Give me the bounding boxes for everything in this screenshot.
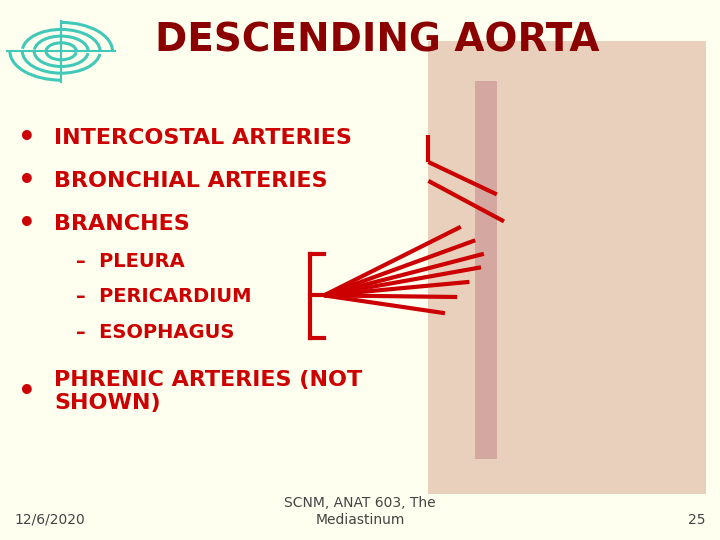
- Text: •: •: [18, 167, 36, 195]
- Text: •: •: [18, 210, 36, 238]
- Text: DESCENDING AORTA: DESCENDING AORTA: [155, 22, 599, 59]
- Text: 12/6/2020: 12/6/2020: [14, 512, 85, 526]
- Text: SCNM, ANAT 603, The
Mediastinum: SCNM, ANAT 603, The Mediastinum: [284, 496, 436, 526]
- Bar: [428, 40, 706, 494]
- Text: PHRENIC ARTERIES (NOT
SHOWN): PHRENIC ARTERIES (NOT SHOWN): [54, 370, 362, 413]
- Text: BRONCHIAL ARTERIES: BRONCHIAL ARTERIES: [54, 171, 328, 191]
- Text: INTERCOSTAL ARTERIES: INTERCOSTAL ARTERIES: [54, 127, 352, 148]
- Bar: [475, 81, 497, 459]
- Text: –  PLEURA: – PLEURA: [76, 252, 184, 272]
- Text: –  ESOPHAGUS: – ESOPHAGUS: [76, 322, 234, 342]
- Text: •: •: [18, 377, 36, 406]
- Text: •: •: [18, 124, 36, 152]
- Text: 25: 25: [688, 512, 706, 526]
- Text: BRANCHES: BRANCHES: [54, 214, 190, 234]
- Text: –  PERICARDIUM: – PERICARDIUM: [76, 287, 251, 307]
